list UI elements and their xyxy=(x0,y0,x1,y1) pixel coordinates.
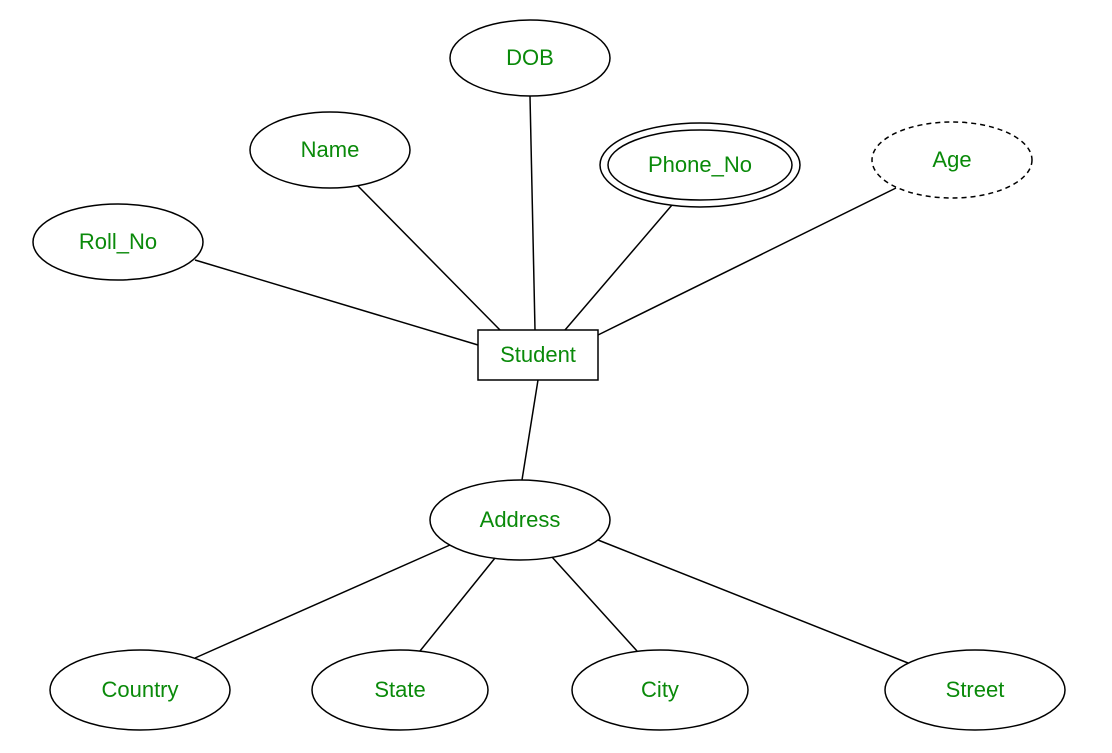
label-age: Age xyxy=(932,147,971,172)
label-state: State xyxy=(374,677,425,702)
label-dob: DOB xyxy=(506,45,554,70)
node-country: Country xyxy=(50,650,230,730)
edge-address-street xyxy=(598,540,908,663)
edge-address-city xyxy=(552,557,637,651)
label-address: Address xyxy=(480,507,561,532)
node-city: City xyxy=(572,650,748,730)
label-phone_no: Phone_No xyxy=(648,152,752,177)
edge-student-name xyxy=(358,186,500,330)
edge-student-phone_no xyxy=(565,205,672,330)
er-diagram: Student Roll_No Name DOB Phone_No Age Address C… xyxy=(0,0,1112,753)
label-name: Name xyxy=(301,137,360,162)
edge-address-state xyxy=(420,558,495,651)
label-city: City xyxy=(641,677,679,702)
label-roll_no: Roll_No xyxy=(79,229,157,254)
label-student: Student xyxy=(500,342,576,367)
edge-student-dob xyxy=(530,96,535,330)
nodes-layer: Student Roll_No Name DOB Phone_No Age Address C… xyxy=(33,20,1065,730)
edge-student-roll_no xyxy=(195,260,478,345)
label-country: Country xyxy=(101,677,178,702)
edge-student-address xyxy=(522,380,538,480)
node-phone_no: Phone_No xyxy=(600,123,800,207)
node-student: Student xyxy=(478,330,598,380)
node-dob: DOB xyxy=(450,20,610,96)
edge-student-age xyxy=(598,188,896,335)
label-street: Street xyxy=(946,677,1005,702)
node-state: State xyxy=(312,650,488,730)
node-age: Age xyxy=(872,122,1032,198)
node-roll_no: Roll_No xyxy=(33,204,203,280)
node-address: Address xyxy=(430,480,610,560)
node-name: Name xyxy=(250,112,410,188)
edge-address-country xyxy=(195,545,450,658)
node-street: Street xyxy=(885,650,1065,730)
